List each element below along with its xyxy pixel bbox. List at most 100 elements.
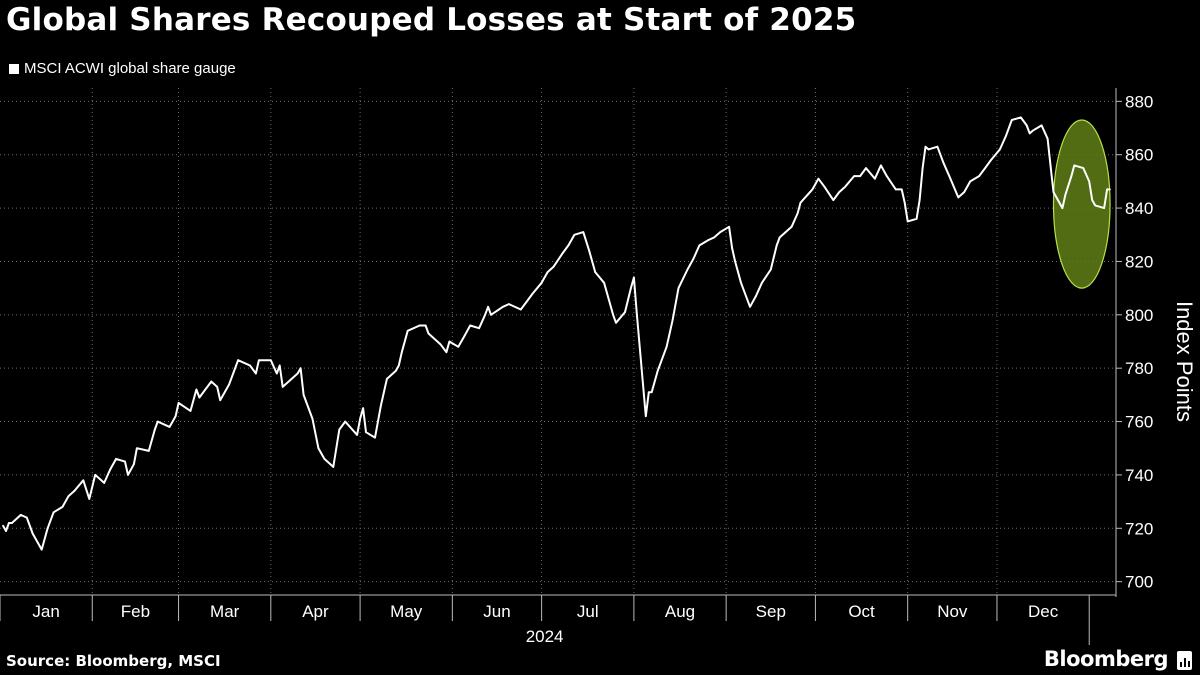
data-point	[671, 319, 674, 322]
data-point	[198, 396, 201, 399]
data-point	[814, 183, 817, 185]
data-point	[624, 311, 626, 313]
highlight-area	[1052, 119, 1111, 289]
data-point	[323, 458, 326, 460]
data-point	[573, 234, 576, 236]
data-point	[633, 276, 635, 279]
data-point	[487, 306, 489, 308]
data-point	[445, 351, 448, 354]
data-point	[924, 145, 927, 148]
data-point	[219, 399, 221, 402]
data-point	[594, 271, 596, 273]
legend-label: MSCI ACWI global share gauge	[24, 60, 236, 77]
data-point	[398, 364, 400, 367]
data-point	[906, 220, 909, 223]
data-point	[82, 479, 85, 482]
data-point	[237, 359, 239, 362]
series-layer	[2, 116, 1111, 551]
data-point	[52, 511, 55, 514]
data-point	[963, 191, 965, 193]
data-point	[927, 148, 930, 151]
data-point	[770, 268, 772, 271]
data-point	[561, 252, 564, 255]
data-point	[276, 372, 278, 375]
data-point	[1082, 167, 1085, 169]
data-point	[844, 185, 846, 188]
data-point	[216, 386, 218, 388]
data-point	[990, 159, 992, 161]
data-point	[880, 164, 882, 167]
y-tick-label: 760	[1125, 413, 1153, 432]
y-tick-label: 860	[1125, 146, 1153, 165]
data-point	[874, 177, 876, 180]
data-point	[1025, 124, 1028, 127]
data-point	[603, 282, 605, 284]
data-point	[508, 303, 510, 305]
data-point	[424, 324, 427, 327]
data-point	[900, 188, 903, 191]
x-tick-label: May	[390, 602, 423, 621]
data-point	[88, 498, 91, 500]
data-point	[210, 380, 213, 383]
data-point	[362, 407, 364, 410]
data-point	[656, 370, 659, 372]
data-point	[359, 418, 361, 420]
data-point	[645, 415, 647, 418]
data-point	[761, 282, 763, 284]
x-tick-label: Oct	[848, 602, 875, 621]
data-point	[174, 415, 177, 418]
data-point	[189, 410, 192, 412]
data-point	[484, 314, 486, 316]
month-dividers	[91, 88, 998, 595]
data-point	[915, 218, 918, 220]
data-point	[249, 364, 251, 367]
x-tick-label: Aug	[665, 602, 695, 621]
data-point	[665, 346, 668, 348]
data-point	[588, 250, 590, 252]
data-point	[502, 306, 504, 308]
data-point	[865, 167, 867, 169]
data-point	[133, 463, 135, 466]
data-point	[615, 322, 617, 324]
data-point	[636, 314, 638, 316]
data-point	[832, 199, 835, 201]
data-point	[374, 436, 376, 439]
data-point	[103, 482, 105, 484]
data-point	[811, 188, 814, 191]
data-point	[168, 426, 171, 428]
data-point	[895, 188, 897, 191]
data-point	[395, 370, 397, 372]
data-point	[1070, 175, 1073, 177]
data-point	[648, 391, 650, 394]
legend-swatch	[9, 63, 19, 74]
data-point	[1040, 124, 1043, 127]
data-point	[838, 191, 840, 193]
data-point	[439, 343, 442, 346]
data-point	[380, 404, 382, 407]
data-point	[26, 516, 28, 519]
data-point	[978, 175, 980, 177]
data-point	[463, 335, 466, 338]
data-point	[650, 391, 653, 394]
data-point	[67, 495, 70, 498]
data-point	[740, 282, 742, 284]
chart-title: Global Shares Recouped Losses at Start o…	[6, 2, 857, 38]
bloomberg-chart-icon	[1177, 651, 1192, 670]
data-point	[796, 212, 799, 215]
data-point	[5, 530, 7, 532]
y-tick-label: 800	[1125, 306, 1153, 325]
data-point	[609, 303, 611, 305]
data-point	[1011, 119, 1013, 121]
data-point	[781, 234, 784, 236]
series-line	[2, 116, 1110, 551]
data-point	[124, 460, 126, 463]
data-point	[1094, 204, 1096, 207]
data-point	[570, 239, 573, 241]
data-point	[109, 468, 111, 471]
data-point	[427, 332, 430, 335]
data-point	[356, 434, 358, 436]
data-point	[936, 145, 939, 148]
data-point	[46, 527, 49, 530]
data-point	[20, 514, 22, 516]
data-point	[1088, 180, 1090, 183]
